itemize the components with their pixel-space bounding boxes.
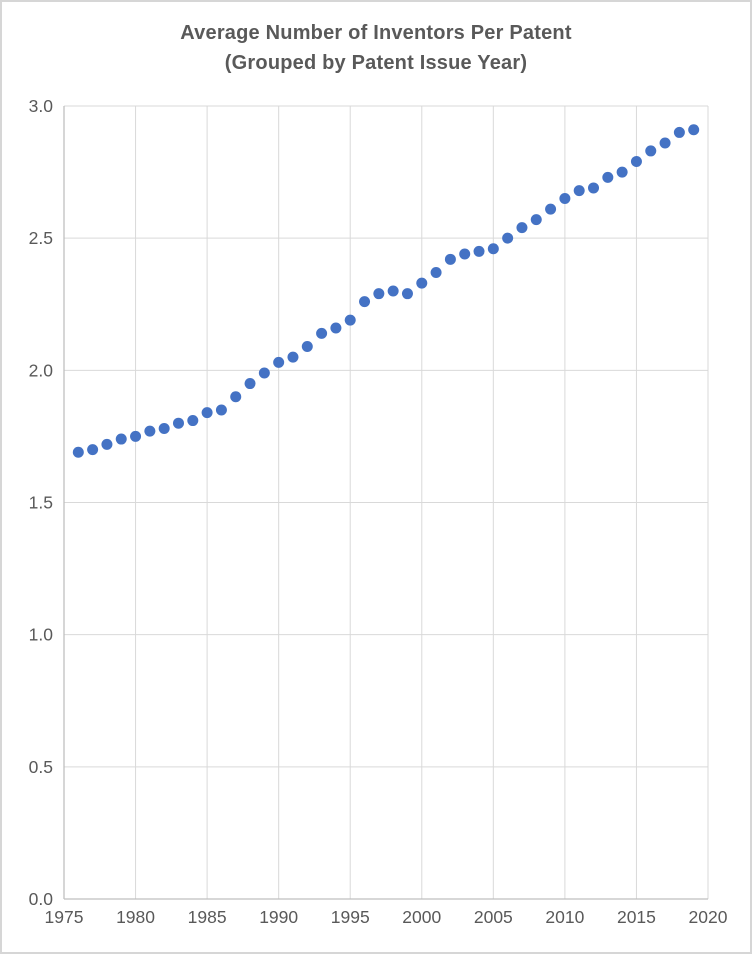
data-point bbox=[215, 404, 227, 416]
chart-title: Average Number of Inventors Per Patent (… bbox=[2, 18, 750, 78]
data-point bbox=[373, 288, 385, 300]
data-point bbox=[645, 145, 657, 157]
x-tick-label: 2020 bbox=[689, 907, 728, 927]
data-point bbox=[273, 356, 285, 368]
y-tick-label: 3.0 bbox=[29, 96, 54, 116]
data-point bbox=[602, 171, 614, 183]
data-point bbox=[416, 277, 428, 289]
y-tick-label: 2.0 bbox=[29, 360, 54, 380]
x-tick-label: 1990 bbox=[259, 907, 298, 927]
data-point bbox=[688, 124, 700, 136]
data-point bbox=[201, 407, 213, 419]
data-point bbox=[430, 267, 442, 279]
data-point bbox=[258, 367, 270, 379]
data-point bbox=[630, 156, 642, 168]
data-point bbox=[72, 446, 84, 458]
data-point bbox=[330, 322, 342, 334]
data-point bbox=[502, 232, 514, 244]
data-point bbox=[659, 137, 671, 149]
data-point bbox=[616, 166, 628, 178]
y-tick-label: 0.5 bbox=[29, 757, 53, 777]
y-tick-label: 2.5 bbox=[29, 228, 53, 248]
data-point bbox=[545, 203, 557, 215]
y-tick-label: 1.5 bbox=[29, 493, 53, 513]
data-point bbox=[187, 415, 199, 427]
data-point bbox=[387, 285, 399, 297]
data-point bbox=[244, 378, 256, 390]
y-tick-label: 1.0 bbox=[29, 625, 54, 645]
data-point bbox=[301, 341, 313, 353]
data-point bbox=[287, 351, 299, 363]
x-tick-label: 1980 bbox=[116, 907, 155, 927]
y-tick-label: 0.0 bbox=[29, 889, 54, 909]
data-point bbox=[316, 327, 328, 339]
data-point bbox=[573, 185, 585, 197]
x-tick-label: 2010 bbox=[545, 907, 584, 927]
data-point bbox=[516, 222, 528, 234]
data-point bbox=[459, 248, 471, 260]
data-point bbox=[559, 193, 571, 205]
x-tick-label: 2000 bbox=[402, 907, 441, 927]
data-point bbox=[344, 314, 356, 326]
x-tick-label: 2015 bbox=[617, 907, 656, 927]
data-point bbox=[158, 422, 170, 434]
chart-title-line1: Average Number of Inventors Per Patent bbox=[180, 22, 572, 44]
data-point bbox=[172, 417, 184, 429]
data-point bbox=[130, 430, 142, 442]
data-point bbox=[487, 243, 499, 255]
data-point bbox=[588, 182, 600, 194]
x-tick-label: 1995 bbox=[331, 907, 370, 927]
x-tick-label: 2005 bbox=[474, 907, 513, 927]
data-point bbox=[144, 425, 156, 437]
data-point bbox=[401, 288, 413, 300]
data-point bbox=[101, 438, 113, 450]
chart-title-line2: (Grouped by Patent Issue Year) bbox=[224, 52, 528, 74]
data-point bbox=[473, 245, 485, 257]
data-point bbox=[673, 126, 685, 138]
data-point bbox=[359, 296, 371, 308]
data-point bbox=[115, 433, 127, 445]
x-tick-label: 1985 bbox=[188, 907, 227, 927]
data-point bbox=[87, 444, 99, 456]
data-point bbox=[444, 253, 456, 265]
data-point bbox=[530, 214, 542, 226]
x-tick-label: 1975 bbox=[45, 907, 84, 927]
data-point bbox=[230, 391, 242, 403]
